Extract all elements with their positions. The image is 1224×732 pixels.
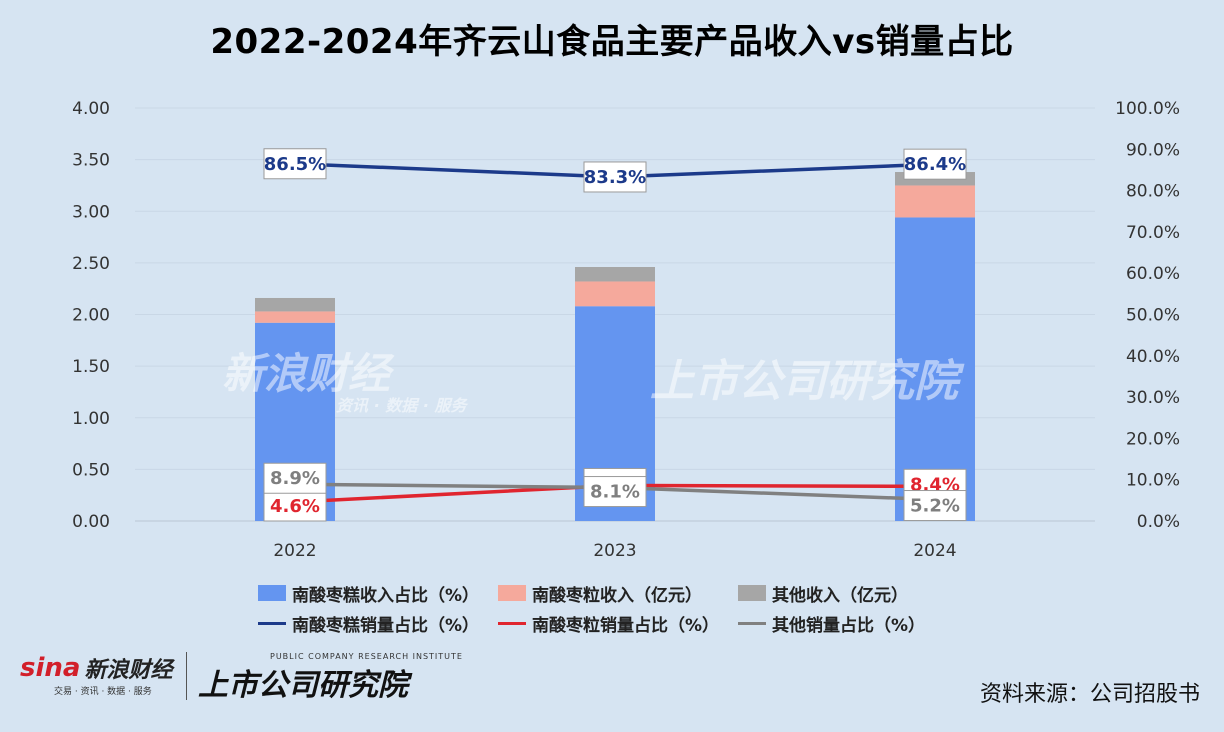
- right-axis-tick-label: 10.0%: [1126, 471, 1180, 491]
- sina-subtitle: 交易 · 资讯 · 数据 · 服务: [54, 687, 152, 697]
- right-axis-tick-label: 50.0%: [1126, 306, 1180, 326]
- data-label: 86.5%: [264, 154, 326, 175]
- right-axis-tick-label: 70.0%: [1126, 223, 1180, 243]
- right-axis-tick-label: 30.0%: [1126, 388, 1180, 408]
- data-label-box: [263, 490, 327, 522]
- data-label-box: [583, 161, 647, 193]
- left-axis-tick-label: 2.50: [72, 254, 110, 274]
- sina-logo: sina 新浪财经 交易 · 资讯 · 数据 · 服务: [20, 652, 173, 697]
- x-axis-tick-label: 2022: [273, 541, 316, 561]
- bar-segment-1: [575, 281, 655, 307]
- legend-label: 其他收入（亿元）: [772, 585, 908, 606]
- left-axis-tick-label: 1.00: [72, 409, 110, 429]
- right-axis-tick-label: 80.0%: [1126, 182, 1180, 202]
- bar-segment-1: [895, 185, 975, 218]
- data-label-box: [903, 490, 967, 522]
- x-axis-tick-label: 2024: [913, 541, 956, 561]
- footer-divider: [186, 652, 187, 700]
- chart-title: 2022-2024年齐云山食品主要产品收入vs销量占比: [210, 22, 1014, 62]
- left-axis-tick-label: 2.00: [72, 306, 110, 326]
- bar-segment-2: [255, 297, 335, 312]
- legend-swatch: [738, 585, 766, 601]
- legend-label: 南酸枣粒销量占比（%）: [532, 615, 720, 636]
- right-axis-tick-label: 20.0%: [1126, 429, 1180, 449]
- right-axis-tick-label: 60.0%: [1126, 264, 1180, 284]
- legend-item-bar-0: 南酸枣糕收入占比（%）: [258, 581, 498, 606]
- legend-item-bar-2: 其他收入（亿元）: [738, 581, 978, 606]
- left-axis-tick-label: 4.00: [72, 99, 110, 119]
- sina-name: 新浪财经: [84, 658, 173, 683]
- data-label: 8.9%: [270, 468, 320, 489]
- left-axis-tick-label: 1.50: [72, 357, 110, 377]
- data-label: 86.4%: [904, 154, 966, 175]
- legend-swatch: [258, 585, 286, 601]
- chart-canvas: 0.00 0.50 1.00 1.50 2.00 2.50 3.00 3.50 4.00 0.0%…: [72, 99, 1180, 561]
- legend-swatch: [498, 585, 526, 601]
- left-axis-tick-label: 0.50: [72, 460, 110, 480]
- sina-mark: sina: [20, 653, 81, 683]
- data-label-box: [583, 476, 647, 508]
- source-note: 资料来源：公司招股书: [979, 682, 1200, 707]
- data-label: 8.1%: [590, 482, 640, 503]
- bar-segment-1: [255, 311, 335, 323]
- legend-row-bars: 南酸枣糕收入占比（%） 南酸枣粒收入（亿元） 其他收入（亿元）: [258, 578, 978, 608]
- legend-label: 南酸枣糕销量占比（%）: [292, 615, 480, 636]
- chart-legend: 南酸枣糕收入占比（%） 南酸枣粒收入（亿元） 其他收入（亿元） 南酸枣糕销量占比…: [258, 578, 978, 638]
- legend-line: [258, 621, 286, 625]
- right-axis-tick-label: 100.0%: [1115, 99, 1180, 119]
- legend-label: 其他销量占比（%）: [772, 615, 926, 636]
- legend-item-line-1: 南酸枣粒销量占比（%）: [498, 611, 738, 636]
- legend-line: [738, 621, 766, 625]
- data-label-box: [903, 148, 967, 180]
- legend-item-bar-1: 南酸枣粒收入（亿元）: [498, 581, 738, 606]
- legend-label: 南酸枣糕收入占比（%）: [292, 585, 480, 606]
- data-label: 4.6%: [270, 496, 320, 517]
- data-label: 83.3%: [584, 167, 646, 188]
- bar-segment-2: [575, 267, 655, 282]
- legend-item-line-2: 其他销量占比（%）: [738, 611, 978, 636]
- left-axis-tick-label: 0.00: [72, 512, 110, 532]
- left-axis-tick-label: 3.00: [72, 202, 110, 222]
- brand2-logo: 上市公司研究院: [198, 668, 408, 703]
- left-axis-tick-label: 3.50: [72, 151, 110, 171]
- x-axis-tick-label: 2023: [593, 541, 636, 561]
- data-label-box: [263, 148, 327, 180]
- data-label: 5.2%: [910, 496, 960, 517]
- right-axis-tick-label: 90.0%: [1126, 140, 1180, 160]
- data-label-box: [263, 462, 327, 494]
- legend-item-line-0: 南酸枣糕销量占比（%）: [258, 611, 498, 636]
- legend-line: [498, 621, 526, 625]
- brand2-subtitle: PUBLIC COMPANY RESEARCH INSTITUTE: [270, 652, 463, 661]
- right-axis-tick-label: 40.0%: [1126, 347, 1180, 367]
- legend-row-lines: 南酸枣糕销量占比（%） 南酸枣粒销量占比（%） 其他销量占比（%）: [258, 608, 978, 638]
- legend-label: 南酸枣粒收入（亿元）: [532, 585, 702, 606]
- right-axis-tick-label: 0.0%: [1137, 512, 1180, 532]
